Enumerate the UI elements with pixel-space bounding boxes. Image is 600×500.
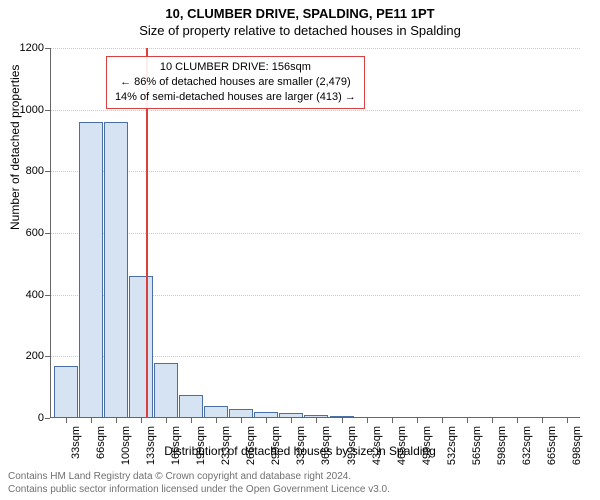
x-tick-mark <box>116 418 117 423</box>
annotation-line-3: 14% of semi-detached houses are larger (… <box>115 90 356 105</box>
y-tick-mark <box>45 418 50 419</box>
y-tick-label: 600 <box>4 227 44 239</box>
y-tick-mark <box>45 171 50 172</box>
x-tick-mark <box>567 418 568 423</box>
y-tick-mark <box>45 233 50 234</box>
gridline <box>50 48 580 50</box>
annotation-line-2: ← 86% of detached houses are smaller (2,… <box>115 75 356 90</box>
x-tick-mark <box>417 418 418 423</box>
annotation-line-1: 10 CLUMBER DRIVE: 156sqm <box>115 60 356 75</box>
title-sub: Size of property relative to detached ho… <box>0 21 600 38</box>
x-tick-mark <box>241 418 242 423</box>
y-tick-label: 1000 <box>4 104 44 116</box>
gridline <box>50 110 580 112</box>
x-tick-mark <box>291 418 292 423</box>
histogram-bar <box>154 363 178 419</box>
x-tick-mark <box>316 418 317 423</box>
x-tick-mark <box>467 418 468 423</box>
gridline <box>50 171 580 173</box>
chart-area: 020040060080010001200 33sqm66sqm100sqm13… <box>50 48 580 418</box>
footer-line-2: Contains public sector information licen… <box>8 483 390 496</box>
title-main: 10, CLUMBER DRIVE, SPALDING, PE11 1PT <box>0 0 600 21</box>
x-tick-mark <box>141 418 142 423</box>
y-tick-mark <box>45 110 50 111</box>
plot: 020040060080010001200 33sqm66sqm100sqm13… <box>50 48 580 418</box>
y-tick-label: 200 <box>4 350 44 362</box>
histogram-bar <box>79 122 103 418</box>
y-tick-label: 800 <box>4 165 44 177</box>
x-tick-mark <box>342 418 343 423</box>
y-axis-label: Number of detached properties <box>8 65 22 230</box>
x-tick-mark <box>442 418 443 423</box>
footer-attribution: Contains HM Land Registry data © Crown c… <box>8 470 390 496</box>
x-tick-mark <box>216 418 217 423</box>
y-tick-mark <box>45 295 50 296</box>
x-tick-mark <box>542 418 543 423</box>
x-tick-mark <box>517 418 518 423</box>
y-tick-label: 0 <box>4 412 44 424</box>
annotation-box: 10 CLUMBER DRIVE: 156sqm ← 86% of detach… <box>106 56 365 109</box>
x-axis-label: Distribution of detached houses by size … <box>0 444 600 458</box>
y-tick-mark <box>45 48 50 49</box>
histogram-bar <box>54 366 78 418</box>
histogram-bar <box>179 395 203 418</box>
x-tick-mark <box>367 418 368 423</box>
x-axis <box>50 417 580 418</box>
x-tick-mark <box>392 418 393 423</box>
histogram-bar <box>104 122 128 418</box>
x-tick-mark <box>166 418 167 423</box>
x-tick-mark <box>266 418 267 423</box>
x-tick-mark <box>492 418 493 423</box>
gridline <box>50 233 580 235</box>
x-tick-mark <box>66 418 67 423</box>
footer-line-1: Contains HM Land Registry data © Crown c… <box>8 470 390 483</box>
x-tick-mark <box>91 418 92 423</box>
histogram-bar <box>129 276 153 418</box>
y-axis <box>50 48 51 418</box>
x-tick-mark <box>191 418 192 423</box>
y-tick-label: 1200 <box>4 42 44 54</box>
y-tick-mark <box>45 356 50 357</box>
y-tick-label: 400 <box>4 289 44 301</box>
